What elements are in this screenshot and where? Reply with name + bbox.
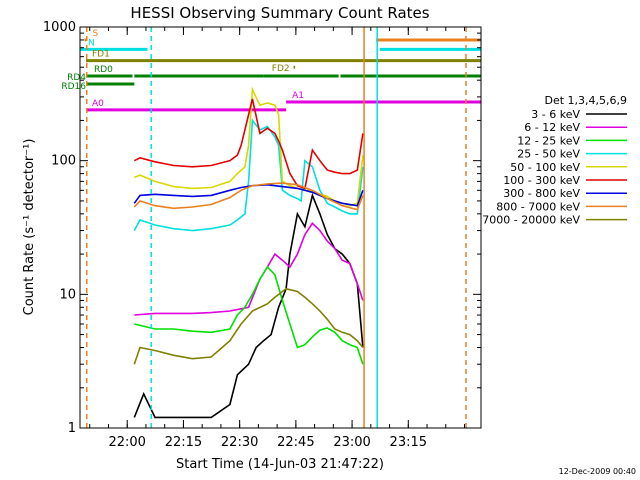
legend-label: 300 - 800 keV <box>503 187 580 200</box>
legend-label: 12 - 25 keV <box>517 134 580 147</box>
chart-title: HESSI Observing Summary Count Rates <box>130 4 429 22</box>
legend-label: 50 - 100 keV <box>510 161 580 174</box>
flag-label: RD4 <box>67 73 86 83</box>
plot-frame <box>79 26 482 429</box>
footer-timestamp: 12-Dec-2009 00:40 <box>559 467 636 476</box>
y-axis-label: Count Rate (s⁻¹ detector⁻¹) <box>22 139 37 316</box>
legend-label: 100 - 300 keV <box>503 174 580 187</box>
flag-label: RD0 <box>94 65 113 75</box>
series-line <box>133 287 364 365</box>
x-tick-label: 22:30 <box>221 435 258 450</box>
x-tick-label: 22:45 <box>277 435 314 450</box>
x-tick-label: 23:15 <box>390 435 427 450</box>
flag-label: N <box>88 38 95 48</box>
legend-label: 800 - 7000 keV <box>496 200 580 213</box>
series-line <box>133 98 364 190</box>
legend-title: Det 1,3,4,5,6,9 <box>544 94 627 107</box>
x-tick-label: 22:00 <box>108 435 145 450</box>
flag-label: A0 <box>92 99 104 109</box>
legend-label: 3 - 6 keV <box>531 108 580 121</box>
series-group <box>133 86 364 419</box>
flag-label: FD2 <box>272 64 290 74</box>
series-line <box>133 118 364 232</box>
x-tick-label: 23:00 <box>333 435 370 450</box>
flag-label: A1 <box>292 91 304 101</box>
y-tick-label: 100 <box>51 154 76 169</box>
y-tick-label: 1000 <box>43 20 76 35</box>
flag-label: RD16 <box>61 82 86 92</box>
flag-label: FD1 <box>92 50 110 60</box>
y-tick-label: 1 <box>68 421 76 436</box>
series-line <box>133 182 364 211</box>
series-line <box>134 222 364 316</box>
flag-label: S <box>92 29 98 39</box>
axes: 22:00 22:15 22:30 22:45 23:00 23:15 1 10 100 1000 <box>43 20 481 450</box>
vertical-markers <box>85 27 467 428</box>
series-line <box>134 265 364 365</box>
legend-label: 6 - 12 keV <box>524 121 580 134</box>
x-axis-label: Start Time (14-Jun-03 21:47:22) <box>176 457 384 472</box>
y-tick-label: 10 <box>59 287 76 302</box>
legend-label: 7000 - 20000 keV <box>482 214 580 227</box>
x-tick-label: 22:15 <box>165 435 202 450</box>
legend-label: 25 - 50 keV <box>517 148 580 161</box>
